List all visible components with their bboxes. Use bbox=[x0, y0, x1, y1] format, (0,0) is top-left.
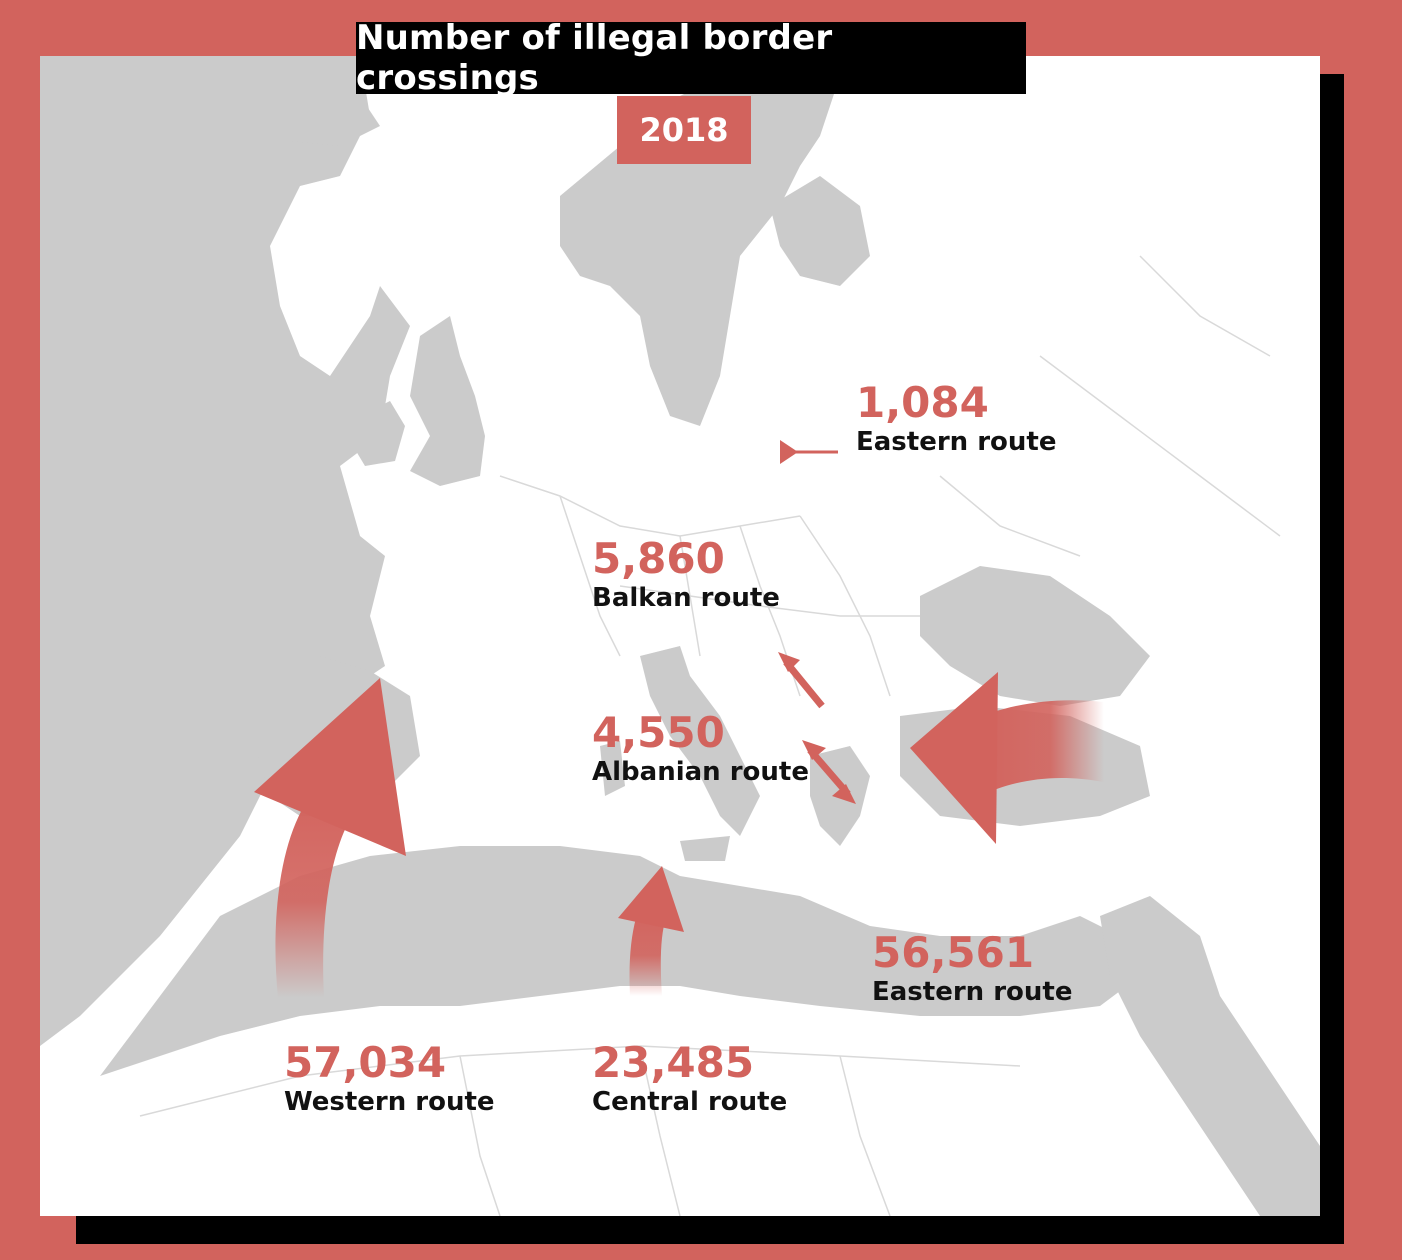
route-label-eastern-med: 56,561 Eastern route bbox=[872, 930, 1072, 1008]
sicily-land bbox=[680, 836, 730, 861]
atlantic-land bbox=[40, 56, 410, 1046]
route-value: 57,034 bbox=[284, 1038, 447, 1087]
central-curved-arrow-icon bbox=[618, 866, 684, 996]
route-name: Albanian route bbox=[592, 757, 809, 787]
balkan-arrow-icon bbox=[778, 652, 825, 709]
europe-map bbox=[40, 56, 1320, 1216]
eastern-med-curved-arrow-icon bbox=[910, 672, 1104, 844]
route-name: Central route bbox=[592, 1087, 788, 1117]
route-value: 1,084 bbox=[856, 378, 989, 427]
route-name: Eastern route bbox=[872, 977, 1073, 1007]
year-badge: 2018 bbox=[617, 96, 751, 164]
italy-land bbox=[640, 646, 760, 836]
ireland-land bbox=[350, 401, 405, 466]
britain-land bbox=[410, 316, 485, 486]
route-label-western: 57,034 Western route bbox=[284, 1040, 495, 1118]
route-value: 23,485 bbox=[592, 1038, 755, 1087]
middle-east-land bbox=[1100, 896, 1320, 1216]
route-name: Eastern route bbox=[856, 427, 1057, 457]
route-label-balkan: 5,860 Balkan route bbox=[592, 536, 780, 614]
finland-land bbox=[770, 176, 870, 286]
route-name: Western route bbox=[284, 1087, 495, 1117]
chart-title: Number of illegal border crossings bbox=[356, 18, 1026, 98]
route-value: 4,550 bbox=[592, 708, 725, 757]
albanian-double-arrow-icon bbox=[802, 740, 856, 804]
black-sea-land bbox=[920, 566, 1150, 706]
route-name: Balkan route bbox=[592, 583, 780, 613]
north-africa-land bbox=[100, 846, 1140, 1076]
western-curved-arrow-icon bbox=[254, 678, 406, 998]
route-value: 5,860 bbox=[592, 534, 725, 583]
iceland-land bbox=[270, 86, 380, 146]
map-panel bbox=[40, 56, 1320, 1216]
route-value: 56,561 bbox=[872, 928, 1035, 977]
route-label-central: 23,485 Central route bbox=[592, 1040, 787, 1118]
route-label-eastern-north: 1,084 Eastern route bbox=[856, 380, 1056, 458]
sardinia-land bbox=[600, 741, 625, 796]
route-label-albanian: 4,550 Albanian route bbox=[592, 710, 809, 788]
